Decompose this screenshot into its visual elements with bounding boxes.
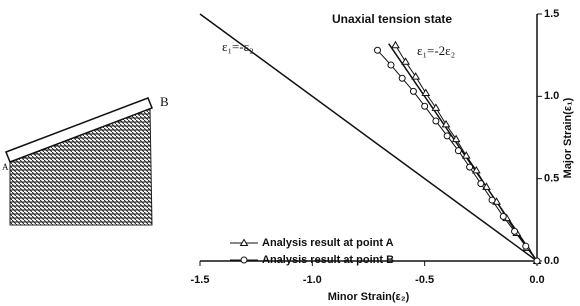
data-point xyxy=(444,133,450,139)
inset-label: B xyxy=(160,94,169,109)
data-point xyxy=(500,214,506,220)
legend-marker xyxy=(241,257,247,263)
data-point xyxy=(478,181,484,187)
data-point xyxy=(402,58,409,64)
chart: B A -1.5 -1.0 -0.5 0.00.0 0.5 1.0 1.5 Minor Str… xyxy=(0,0,580,306)
data-point xyxy=(432,104,439,110)
data-point xyxy=(433,118,439,124)
y-tick-label: 1.5 xyxy=(544,8,559,20)
data-point xyxy=(489,197,495,203)
x-tick-label: -0.5 xyxy=(415,274,434,286)
y-tick-label: 0.0 xyxy=(544,255,559,267)
data-point xyxy=(422,90,429,96)
data-point xyxy=(410,88,416,94)
data-point xyxy=(455,148,461,154)
x-tick-label: -1.0 xyxy=(303,274,322,286)
data-point xyxy=(523,243,529,249)
annotation: ε₁=-2ε₂ xyxy=(417,43,455,58)
data-point xyxy=(399,75,405,81)
annotation: ε₁=-ε₂ xyxy=(222,39,254,54)
y-tick-label: 0.5 xyxy=(544,173,559,185)
data-point xyxy=(512,228,518,234)
mesh-image: B A xyxy=(2,94,169,225)
legend-label: Analysis result at point A xyxy=(262,237,394,249)
data-point xyxy=(534,258,540,264)
annotation: Unaxial tension state xyxy=(332,12,452,26)
y-tick-label: 1.0 xyxy=(544,90,559,102)
x-tick-label: -1.5 xyxy=(191,274,210,286)
x-axis-label: Minor Strain(ε₂) xyxy=(328,291,410,303)
data-point xyxy=(374,47,380,53)
y-axis-label: Major Strain(ε₁) xyxy=(562,97,574,178)
data-point xyxy=(412,73,419,79)
data-point xyxy=(392,42,399,48)
data-point xyxy=(467,164,473,170)
legend-label: Analysis result at point B xyxy=(262,254,394,266)
inset-label: A xyxy=(2,162,9,172)
data-point xyxy=(388,62,394,68)
data-point xyxy=(422,103,428,109)
x-tick-label: 0.0 xyxy=(529,274,544,286)
